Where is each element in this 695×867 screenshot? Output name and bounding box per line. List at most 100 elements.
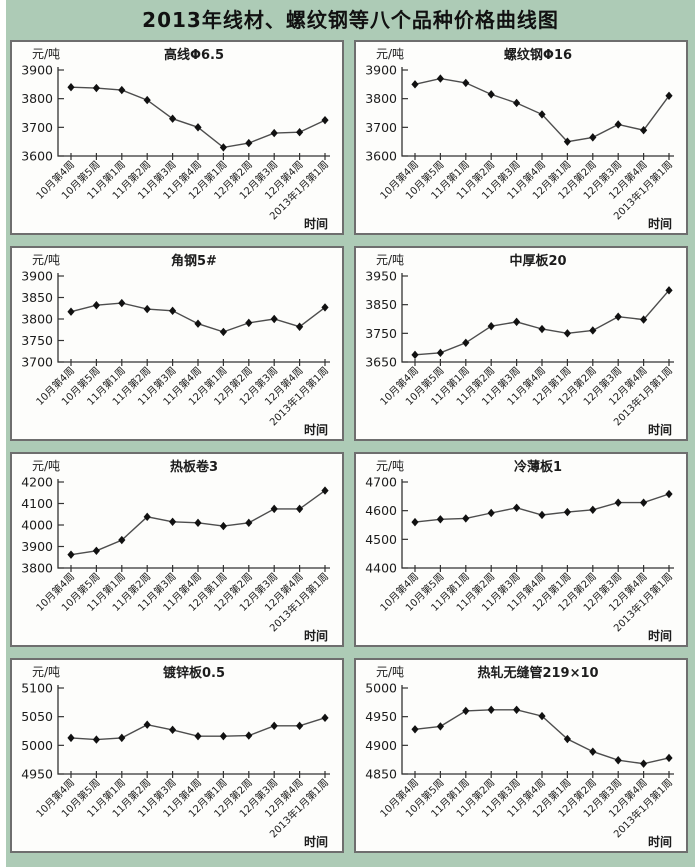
y-tick-label: 3700 xyxy=(21,355,53,370)
data-point-marker xyxy=(270,128,278,138)
data-point-marker xyxy=(462,78,470,88)
data-point-marker xyxy=(411,725,419,734)
chart-title: 热板卷3 xyxy=(170,459,218,475)
data-point-marker xyxy=(513,98,521,108)
data-point-marker xyxy=(118,298,126,308)
data-point-marker xyxy=(640,498,648,507)
data-point-marker xyxy=(411,350,419,360)
y-tick-label: 5000 xyxy=(21,738,53,753)
data-point-marker xyxy=(321,713,329,723)
data-point-marker xyxy=(487,508,495,518)
y-unit-label: 元/吨 xyxy=(32,47,60,61)
chart-title: 角钢5# xyxy=(171,253,217,269)
chart-title: 镀锌板0.5 xyxy=(163,665,225,681)
axis-lines xyxy=(57,479,330,569)
y-tick-label: 4200 xyxy=(21,475,53,490)
axis-lines xyxy=(401,479,674,569)
y-tick-label: 4600 xyxy=(365,503,397,518)
y-tick-label: 3900 xyxy=(365,63,397,78)
x-axis-label: 时间 xyxy=(304,628,328,643)
chart-panel-6: 元/吨 冷薄板1 4400 4500 4600 4700 10月第4周 10月第5周 11月第1… xyxy=(354,452,688,647)
y-tick-label: 4850 xyxy=(365,767,397,782)
data-point-marker xyxy=(92,735,100,744)
chart-title: 中厚板20 xyxy=(509,253,566,269)
axis-lines xyxy=(57,67,330,157)
line-chart: 元/吨 冷薄板1440045004600470010月第4周10月第5周11月第1… xyxy=(365,459,675,643)
data-point-marker xyxy=(321,486,329,495)
line-chart: 元/吨 热板卷33800390040004100420010月第4周10月第5周1… xyxy=(21,459,331,643)
data-point-marker xyxy=(665,286,673,295)
chart-title: 高线Φ6.5 xyxy=(164,47,224,63)
line-chart: 元/吨 角钢5#3700375038003850390010月第4周10月第5周1… xyxy=(21,253,331,437)
data-point-marker xyxy=(436,348,444,358)
data-point-marker xyxy=(462,514,470,523)
data-point-marker xyxy=(143,304,151,314)
data-point-marker xyxy=(614,120,622,129)
data-point-marker xyxy=(563,329,571,338)
chart-panel-4: 元/吨 中厚板20 3650 3750 3850 3950 10月第4周 10月第5周 11月第… xyxy=(354,246,688,441)
data-point-marker xyxy=(640,126,648,135)
data-point-marker xyxy=(614,312,622,321)
chart-panel-8: 元/吨 热轧无缝管219×10 4850 4900 4950 5000 10月第4周 10月第… xyxy=(354,658,688,853)
data-point-marker xyxy=(614,498,622,507)
chart-panel-5: 元/吨 热板卷3 3800 3900 4000 4100 4200 10月第4周 10月第5周 1… xyxy=(10,452,344,647)
chart-panel-2: 元/吨 螺纹钢Φ16 3600 3700 3800 3900 10月第4周 10月第5周 11月… xyxy=(354,40,688,235)
data-point-marker xyxy=(245,138,253,148)
line-chart: 元/吨 热轧无缝管219×10485049004950500010月第4周10月第… xyxy=(365,665,675,849)
data-point-marker xyxy=(411,80,419,89)
data-point-marker xyxy=(614,756,622,765)
y-tick-label: 3950 xyxy=(365,269,397,284)
data-point-marker xyxy=(194,518,202,528)
figure-canvas: 2013年线材、螺纹钢等八个品种价格曲线图 元/吨 高线Φ6.5 3600 3700 3… xyxy=(6,0,695,867)
data-point-marker xyxy=(270,504,278,514)
x-axis-label: 时间 xyxy=(304,422,328,437)
data-series xyxy=(414,77,670,143)
data-point-marker xyxy=(665,489,673,499)
y-tick-label: 4100 xyxy=(21,496,53,511)
y-unit-label: 元/吨 xyxy=(32,459,60,473)
data-point-marker xyxy=(92,301,100,310)
y-unit-label: 元/吨 xyxy=(376,253,404,267)
data-series xyxy=(414,289,670,356)
data-point-marker xyxy=(513,317,521,327)
y-tick-label: 4900 xyxy=(365,738,397,753)
data-point-marker xyxy=(245,731,253,740)
chart-title: 螺纹钢Φ16 xyxy=(504,47,572,63)
data-point-marker xyxy=(589,133,597,142)
data-point-marker xyxy=(219,731,227,741)
y-tick-label: 4700 xyxy=(365,475,397,490)
data-point-marker xyxy=(589,505,597,515)
y-tick-label: 5000 xyxy=(365,681,397,696)
y-tick-label: 3700 xyxy=(21,120,53,135)
data-point-marker xyxy=(462,338,470,347)
data-point-marker xyxy=(169,517,177,526)
y-tick-label: 4400 xyxy=(365,561,397,576)
data-point-marker xyxy=(513,705,521,714)
y-tick-label: 3900 xyxy=(21,63,53,78)
data-point-marker xyxy=(436,74,444,83)
axis-lines xyxy=(57,273,330,363)
y-tick-label: 3750 xyxy=(365,326,397,341)
data-point-marker xyxy=(245,518,253,528)
data-point-marker xyxy=(513,503,521,512)
y-tick-label: 4500 xyxy=(365,532,397,547)
x-axis-label: 时间 xyxy=(304,834,328,849)
data-point-marker xyxy=(487,705,495,714)
data-point-marker xyxy=(321,115,329,125)
data-point-marker xyxy=(92,83,100,93)
data-point-marker xyxy=(538,510,546,520)
line-chart: 元/吨 镀锌板0.5495050005050510010月第4周10月第5周11月… xyxy=(21,665,331,849)
data-point-marker xyxy=(665,753,673,763)
data-point-marker xyxy=(462,706,470,716)
y-tick-label: 3900 xyxy=(21,269,53,284)
y-tick-label: 3800 xyxy=(365,91,397,106)
data-point-marker xyxy=(589,747,597,756)
data-point-marker xyxy=(296,322,304,331)
axis-lines xyxy=(401,67,674,157)
x-axis-label: 时间 xyxy=(648,422,672,437)
y-tick-label: 3600 xyxy=(365,149,397,164)
chart-panel-1: 元/吨 高线Φ6.5 3600 3700 3800 3900 10月第4周 10月第5周 11月… xyxy=(10,40,344,235)
data-point-marker xyxy=(67,83,75,92)
y-tick-label: 3800 xyxy=(21,91,53,106)
data-point-marker xyxy=(169,306,177,316)
